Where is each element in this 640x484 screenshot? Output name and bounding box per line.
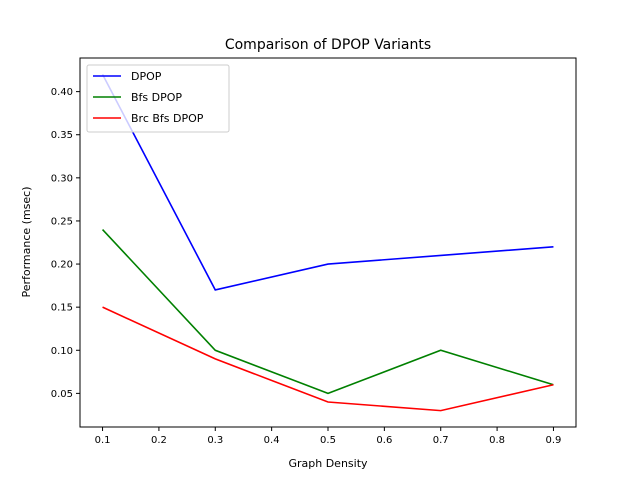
y-tick-label: 0.40 bbox=[51, 87, 73, 98]
x-axis: 0.1 0.2 0.3 0.4 0.5 0.6 0.7 0.8 0.9 bbox=[95, 427, 562, 446]
legend-label: Bfs DPOP bbox=[131, 91, 182, 104]
legend-label: DPOP bbox=[131, 70, 162, 83]
x-tick-label: 0.6 bbox=[376, 435, 392, 446]
x-tick-label: 0.9 bbox=[546, 435, 562, 446]
series-layer bbox=[101, 74, 554, 412]
legend-box bbox=[86, 64, 230, 133]
x-tick-label: 0.2 bbox=[151, 435, 167, 446]
x-tick-label: 0.8 bbox=[489, 435, 505, 446]
x-tick-label: 0.1 bbox=[95, 435, 111, 446]
series-line-bfs-dpop bbox=[101, 229, 554, 395]
series-line-brc-bfs-dpop bbox=[102, 306, 554, 412]
y-tick-label: 0.20 bbox=[51, 260, 73, 271]
x-tick-label: 0.4 bbox=[264, 435, 280, 446]
x-tick-label: 0.5 bbox=[320, 435, 336, 446]
y-axis-label: Performance (msec) bbox=[20, 186, 33, 297]
y-tick-label: 0.35 bbox=[51, 130, 73, 141]
y-tick-label: 0.05 bbox=[51, 389, 73, 400]
y-tick-label: 0.15 bbox=[51, 303, 73, 314]
series-line-dpop bbox=[101, 74, 554, 291]
x-axis-label: Graph Density bbox=[288, 457, 368, 470]
legend: DPOP Bfs DPOP Brc Bfs DPOP bbox=[86, 64, 230, 133]
chart-title: Comparison of DPOP Variants bbox=[225, 37, 431, 53]
x-tick-label: 0.7 bbox=[433, 435, 449, 446]
y-tick-label: 0.10 bbox=[51, 346, 73, 357]
y-tick-label: 0.30 bbox=[51, 173, 73, 184]
x-tick-label: 0.3 bbox=[207, 435, 223, 446]
y-axis: 0.05 0.10 0.15 0.20 0.25 0.30 0.35 0.40 bbox=[51, 87, 80, 400]
legend-label: Brc Bfs DPOP bbox=[131, 112, 204, 125]
y-tick-label: 0.25 bbox=[51, 216, 73, 227]
